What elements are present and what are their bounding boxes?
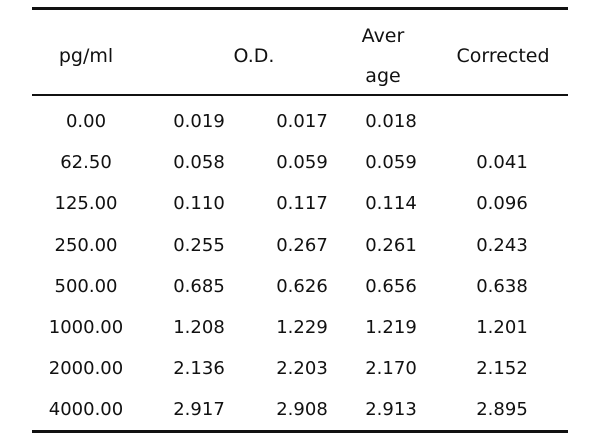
cell-corrected: 0.243	[476, 235, 528, 256]
cell-average: 2.913	[365, 399, 417, 420]
cell-average: 0.114	[365, 193, 417, 214]
cell-concentration: 0.00	[65, 111, 107, 132]
cell-corrected: 0.096	[476, 193, 528, 214]
cell-od-1: 0.058	[173, 152, 225, 173]
cell-od-2: 1.229	[276, 317, 328, 338]
cell-average: 0.018	[365, 111, 417, 132]
header-rule	[32, 94, 568, 96]
cell-concentration: 250.00	[54, 235, 118, 256]
cell-od-2: 0.017	[276, 111, 328, 132]
header-od: O.D.	[233, 45, 275, 67]
header-corrected: Corrected	[456, 45, 550, 67]
header-concentration: pg/ml	[58, 45, 114, 67]
cell-corrected: 0.041	[476, 152, 528, 173]
cell-od-1: 0.685	[173, 276, 225, 297]
cell-average: 1.219	[365, 317, 417, 338]
header-average-line2: age	[365, 65, 401, 87]
cell-od-1: 0.019	[173, 111, 225, 132]
cell-concentration: 62.50	[60, 152, 112, 173]
cell-od-1: 2.917	[173, 399, 225, 420]
cell-concentration: 500.00	[54, 276, 118, 297]
cell-od-2: 2.203	[276, 358, 328, 379]
cell-concentration: 4000.00	[48, 399, 124, 420]
cell-average: 0.261	[365, 235, 417, 256]
cell-od-1: 0.255	[173, 235, 225, 256]
cell-concentration: 125.00	[54, 193, 118, 214]
cell-corrected: 0.638	[476, 276, 528, 297]
cell-od-2: 0.626	[276, 276, 328, 297]
cell-od-2: 2.908	[276, 399, 328, 420]
cell-od-1: 1.208	[173, 317, 225, 338]
cell-od-1: 2.136	[173, 358, 225, 379]
cell-concentration: 1000.00	[48, 317, 124, 338]
cell-corrected: 2.895	[476, 399, 528, 420]
cell-od-2: 0.117	[276, 193, 328, 214]
cell-average: 2.170	[365, 358, 417, 379]
cell-average: 0.656	[365, 276, 417, 297]
cell-od-1: 0.110	[173, 193, 225, 214]
cell-average: 0.059	[365, 152, 417, 173]
cell-concentration: 2000.00	[48, 358, 124, 379]
top-rule	[32, 7, 568, 10]
cell-od-2: 0.059	[276, 152, 328, 173]
cell-corrected: 2.152	[476, 358, 528, 379]
cell-od-2: 0.267	[276, 235, 328, 256]
header-average-line1: Aver	[361, 25, 405, 47]
cell-corrected: 1.201	[476, 317, 528, 338]
